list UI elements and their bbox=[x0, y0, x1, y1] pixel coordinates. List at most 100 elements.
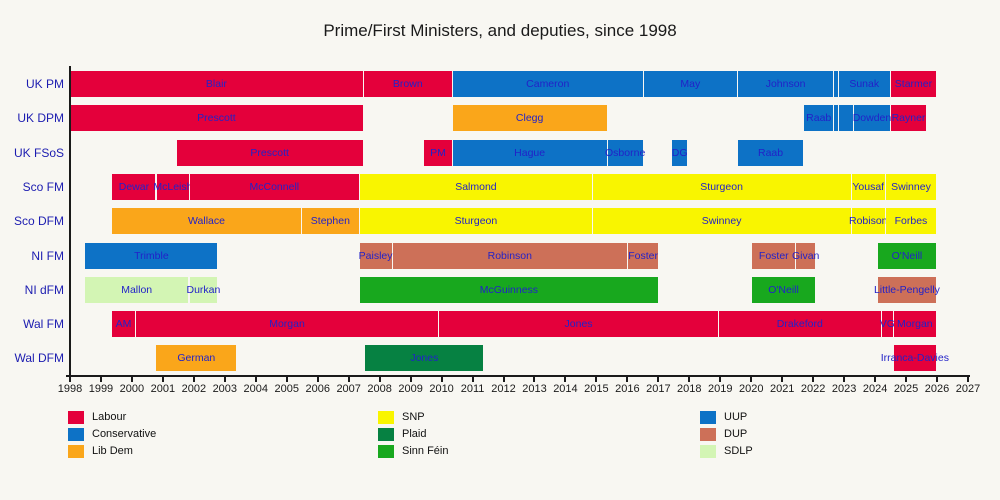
bar-label: Raab bbox=[806, 112, 832, 125]
bar-label: Starmer bbox=[894, 78, 933, 90]
legend-swatch-lib-dem bbox=[68, 445, 84, 458]
bar-mcleish: McLeish bbox=[153, 173, 192, 200]
row-label-uk-dpm: UK DPM bbox=[17, 111, 64, 126]
bar-label: McGuinness bbox=[479, 283, 539, 296]
axis-year-label: 2016 bbox=[615, 383, 640, 395]
bar-label: Sunak bbox=[849, 78, 880, 90]
bar-raab: Raab bbox=[804, 105, 834, 132]
bar-foster: Foster bbox=[752, 242, 796, 269]
axis-year-label: 2002 bbox=[181, 383, 207, 395]
bar-label: Clegg bbox=[515, 112, 544, 125]
bar-dewar: Dewar bbox=[112, 173, 156, 200]
x-axis-line bbox=[66, 375, 970, 377]
row-label-wal-dfm: Wal DFM bbox=[14, 351, 64, 366]
bar-yousaf: Yousaf bbox=[851, 173, 885, 200]
bar-may: May bbox=[643, 71, 737, 97]
axis-year-label: 2014 bbox=[553, 383, 578, 395]
bar-unlabeled bbox=[838, 105, 854, 132]
axis-year-label: 2006 bbox=[305, 383, 330, 395]
axis-tick bbox=[254, 377, 257, 382]
axis-year-label: 2017 bbox=[646, 383, 671, 395]
bar-robinson: Robinson bbox=[392, 242, 627, 269]
bar-morgan: Morgan bbox=[893, 311, 937, 338]
axis-year-label: 2013 bbox=[522, 383, 547, 395]
bar-label: Morgan bbox=[269, 318, 305, 331]
bar-label: Salmond bbox=[455, 180, 497, 193]
bar-label: Givan bbox=[791, 249, 820, 262]
legend-label-plaid: Plaid bbox=[402, 428, 427, 440]
bar-label: Prescott bbox=[197, 112, 236, 125]
bar-starmer: Starmer bbox=[890, 71, 937, 97]
axis-tick bbox=[409, 377, 412, 382]
axis-year-label: 2008 bbox=[367, 383, 392, 395]
axis-tick bbox=[688, 377, 691, 382]
bar-clegg: Clegg bbox=[452, 105, 607, 132]
row-label-sco-dfm: Sco DFM bbox=[13, 214, 64, 229]
bar-sturgeon: Sturgeon bbox=[592, 173, 851, 200]
axis-tick bbox=[69, 377, 71, 382]
bar-label: Stephen bbox=[310, 215, 350, 228]
bar-brown: Brown bbox=[363, 71, 452, 97]
axis-tick bbox=[161, 377, 164, 382]
row-label-wal-fm: Wal FM bbox=[23, 317, 64, 332]
axis-tick bbox=[347, 377, 350, 382]
bar-label: Forbes bbox=[894, 215, 928, 228]
axis-tick bbox=[595, 377, 598, 382]
row-label-ni-fm: NI FM bbox=[31, 248, 64, 263]
bar-sunak: Sunak bbox=[838, 71, 890, 97]
bar-label: Jones bbox=[410, 352, 439, 365]
legend-label-sdlp: SDLP bbox=[724, 445, 753, 457]
axis-tick bbox=[781, 377, 784, 382]
bar-label: Sturgeon bbox=[454, 215, 498, 228]
row-label-uk-pm: UK PM bbox=[25, 77, 64, 91]
bar-label: Prescott bbox=[250, 146, 289, 159]
bar-unlabeled bbox=[834, 105, 838, 132]
axis-year-label: 2024 bbox=[862, 383, 888, 395]
bar-givan: Givan bbox=[792, 242, 819, 269]
axis-year-label: 2019 bbox=[708, 383, 733, 395]
axis-year-label: 2005 bbox=[274, 383, 299, 395]
bar-pm: PM bbox=[424, 139, 452, 166]
bar-swinney: Swinney bbox=[885, 173, 937, 200]
axis-year-label: 2025 bbox=[893, 383, 919, 395]
bar-forbes: Forbes bbox=[885, 208, 937, 235]
bar-label: Rayner bbox=[891, 112, 926, 125]
axis-tick bbox=[285, 377, 288, 382]
bar-paisley: Paisley bbox=[359, 242, 393, 269]
bar-label: O'Neill bbox=[768, 283, 799, 296]
bar-label: Robison bbox=[848, 215, 888, 228]
bar-label: Wallace bbox=[188, 215, 225, 228]
bar-label: Irranca-Davies bbox=[880, 352, 949, 365]
bar-trimble: Trimble bbox=[85, 242, 218, 269]
bar-label: Osborne bbox=[605, 146, 646, 159]
legend-swatch-sinn-f-in bbox=[378, 445, 394, 458]
legend-label-snp: SNP bbox=[402, 411, 425, 423]
bar-label: May bbox=[680, 78, 701, 90]
legend-label-lib-dem: Lib Dem bbox=[92, 445, 133, 457]
bar-robison: Robison bbox=[848, 208, 888, 235]
bar-vg: VG bbox=[879, 311, 895, 338]
bar-label: Robinson bbox=[487, 249, 532, 262]
legend-swatch-uup bbox=[700, 411, 716, 424]
axis-year-label: 2010 bbox=[429, 383, 454, 395]
y-axis-line bbox=[69, 66, 71, 377]
axis-year-label: 1998 bbox=[57, 383, 83, 395]
bar-stephen: Stephen bbox=[301, 208, 360, 235]
bar-o-neill: O'Neill bbox=[877, 242, 937, 269]
axis-tick bbox=[130, 377, 133, 382]
axis-tick bbox=[657, 377, 660, 382]
axis-tick bbox=[471, 377, 474, 382]
bar-label: VG bbox=[879, 318, 895, 331]
bar-osborne: Osborne bbox=[605, 139, 646, 166]
axis-tick bbox=[378, 377, 381, 382]
bar-label: Dowden bbox=[852, 112, 892, 125]
axis-year-label: 2003 bbox=[212, 383, 238, 395]
axis-year-label: 2027 bbox=[955, 383, 981, 395]
bar-label: McConnell bbox=[249, 180, 300, 193]
legend-swatch-sdlp bbox=[700, 445, 716, 458]
bar-swinney: Swinney bbox=[592, 208, 851, 235]
axis-year-label: 2015 bbox=[584, 383, 609, 395]
axis-year-label: 2000 bbox=[119, 383, 145, 395]
axis-tick bbox=[564, 377, 567, 382]
row-label-uk-fsos: UK FSoS bbox=[13, 145, 64, 160]
